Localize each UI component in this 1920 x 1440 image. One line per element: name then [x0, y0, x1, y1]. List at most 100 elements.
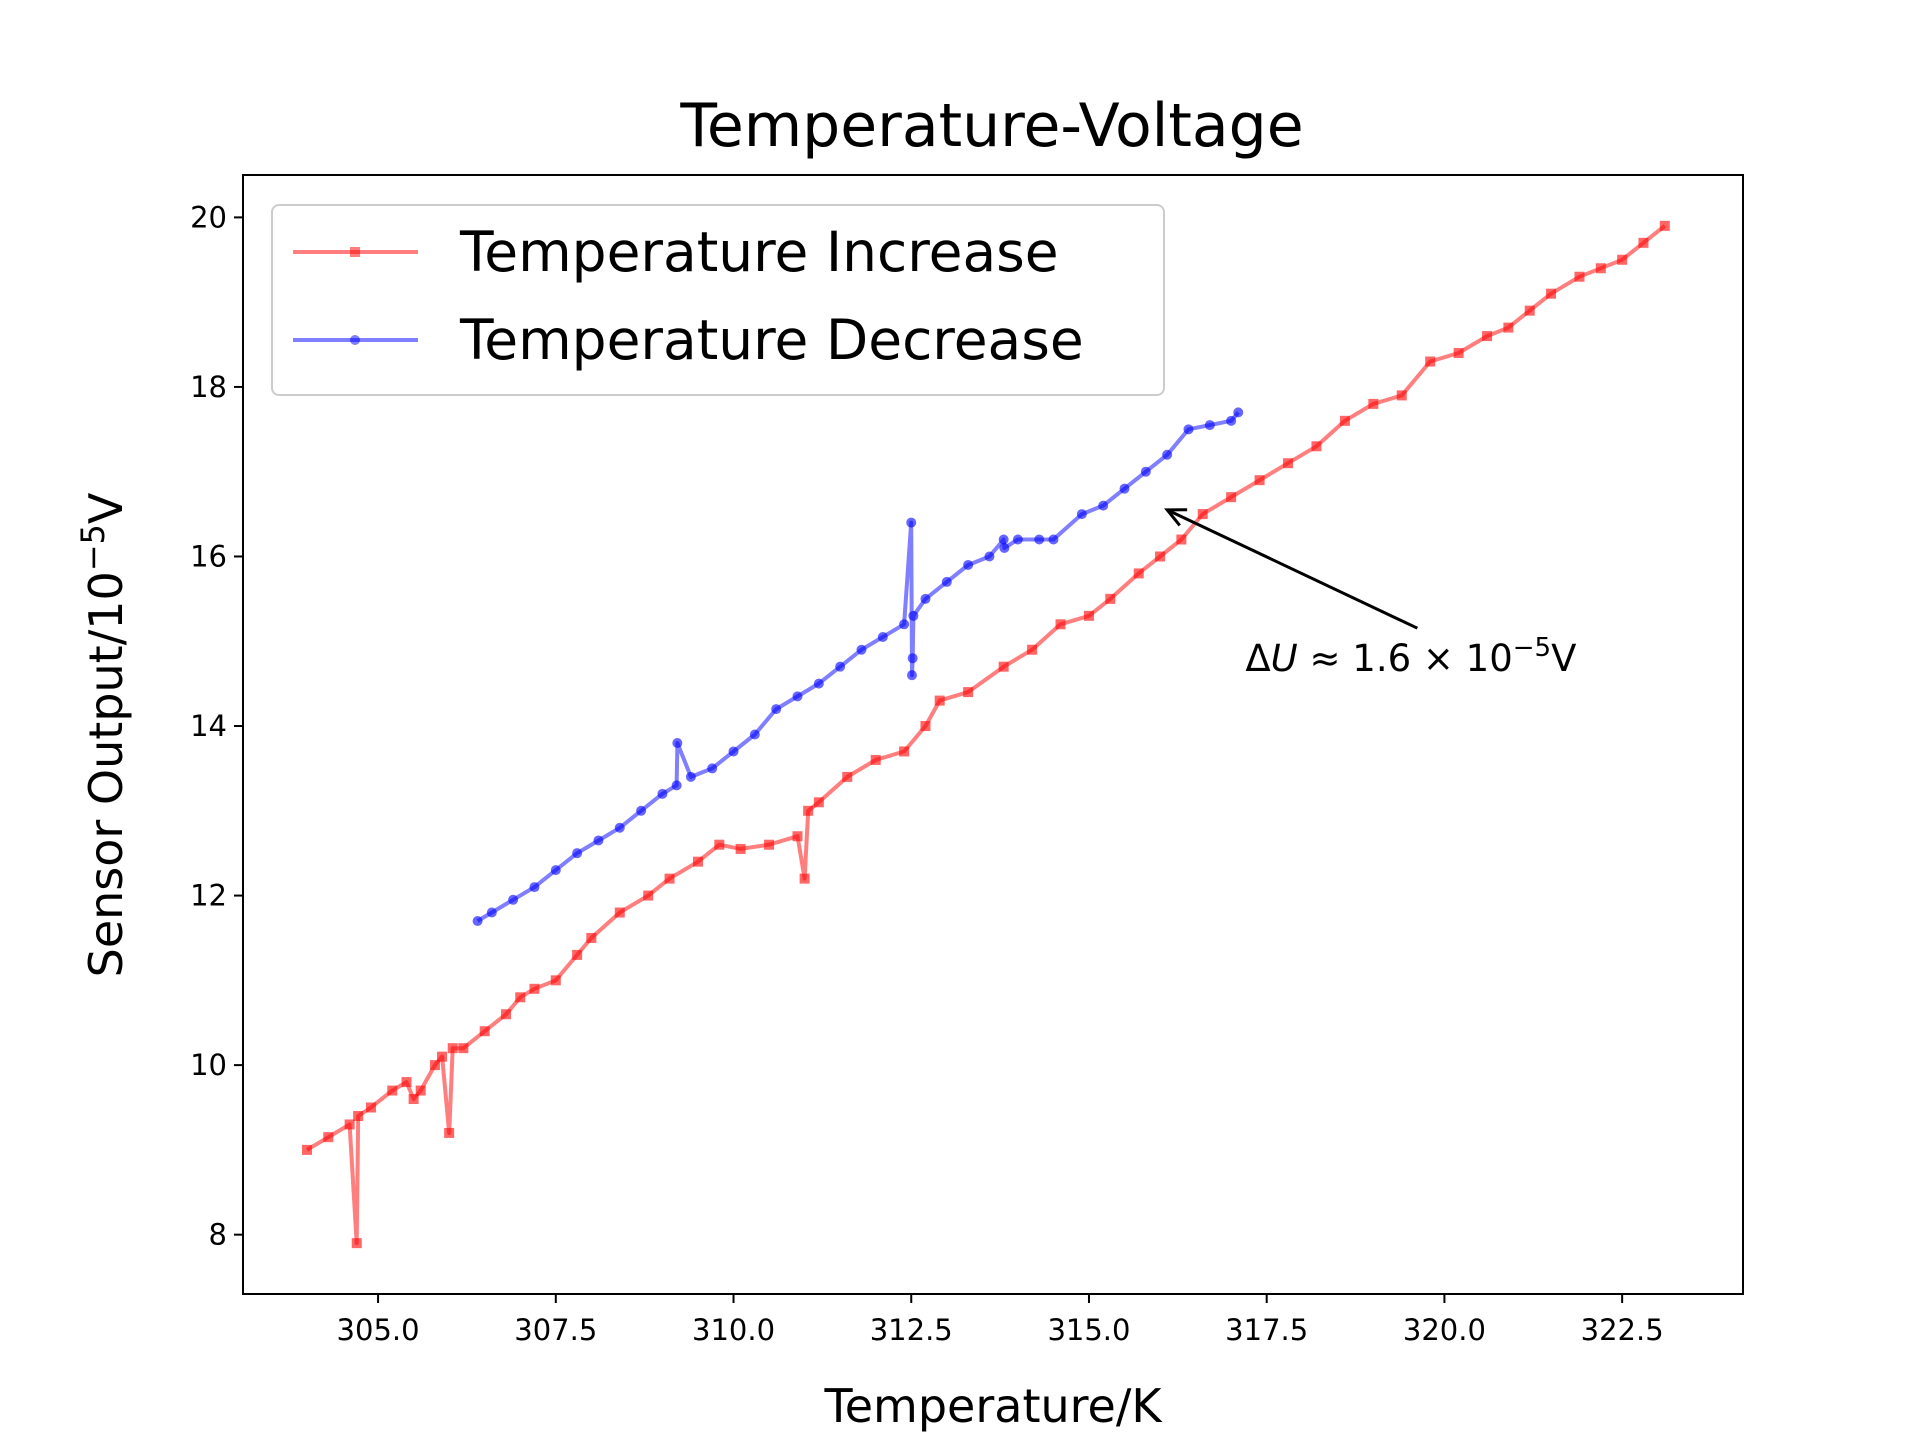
data-point	[1524, 305, 1535, 316]
data-point	[1283, 458, 1294, 469]
data-point	[714, 839, 725, 850]
legend-label-increase: Temperature Increase	[459, 220, 1059, 284]
data-point	[1197, 509, 1208, 520]
data-point	[1482, 331, 1493, 342]
data-point	[908, 610, 919, 621]
y-axis-ticks: 8 10 12 14 16 18 20	[190, 200, 243, 1252]
legend: Temperature Increase Temperature Decreas…	[271, 204, 1165, 396]
x-axis-ticks: 305.0 307.5 310.0 312.5 315.0 317.5 320.0 322.5	[337, 1294, 1664, 1347]
data-point	[301, 1144, 312, 1155]
data-point	[1176, 534, 1187, 545]
series-increase	[301, 220, 1670, 1249]
y-axis-label: Sensor Output/10−5V	[74, 492, 133, 977]
data-point	[1226, 492, 1237, 503]
legend-marker-decrease	[350, 335, 360, 345]
data-point	[803, 805, 814, 816]
x-tick-label: 310.0	[692, 1313, 775, 1347]
data-point	[749, 729, 760, 740]
y-tick-label: 18	[190, 370, 227, 404]
plot-frame	[242, 174, 1744, 1295]
data-point	[1638, 237, 1649, 248]
data-point	[408, 1094, 419, 1105]
data-point	[323, 1132, 334, 1143]
legend-marker-increase	[350, 247, 360, 257]
data-point	[664, 873, 675, 884]
data-point	[856, 644, 867, 655]
data-point	[999, 543, 1010, 553]
data-point	[508, 894, 519, 905]
data-point	[934, 695, 945, 706]
data-point	[792, 691, 803, 702]
data-point	[353, 1110, 364, 1121]
data-point	[1076, 509, 1087, 520]
data-point	[685, 771, 696, 782]
data-point	[799, 873, 810, 884]
data-point	[877, 632, 888, 643]
data-point	[870, 754, 881, 765]
data-point	[906, 670, 917, 681]
data-point	[1503, 322, 1514, 333]
x-tick-label: 312.5	[870, 1313, 953, 1347]
data-point	[835, 661, 846, 672]
x-tick-label: 315.0	[1047, 1313, 1130, 1347]
y-tick-label: 10	[190, 1048, 227, 1082]
data-point	[415, 1085, 426, 1096]
x-tick-label: 307.5	[514, 1313, 597, 1347]
data-point	[1368, 398, 1379, 409]
data-point	[963, 687, 974, 698]
data-point	[501, 1009, 512, 1020]
data-point	[1574, 271, 1585, 282]
data-point	[692, 856, 703, 867]
data-point	[444, 1127, 455, 1138]
data-point	[1034, 534, 1045, 545]
data-point	[1546, 288, 1557, 299]
data-point	[515, 992, 526, 1003]
data-point	[1133, 568, 1144, 579]
y-tick-label: 14	[190, 709, 227, 743]
data-point	[842, 771, 853, 782]
data-point	[1204, 420, 1215, 431]
data-point	[728, 746, 739, 757]
data-point	[1162, 449, 1173, 460]
data-point	[586, 932, 597, 943]
data-point	[1311, 441, 1322, 452]
data-point	[614, 907, 625, 918]
data-point	[1233, 407, 1244, 418]
data-point	[764, 839, 775, 850]
data-point	[643, 890, 654, 901]
data-point	[550, 865, 561, 876]
y-tick-label: 16	[190, 539, 227, 573]
data-point	[351, 1238, 362, 1249]
data-point	[1396, 390, 1407, 401]
data-point	[479, 1026, 490, 1037]
x-tick-label: 317.5	[1225, 1313, 1308, 1347]
x-tick-label: 305.0	[337, 1313, 420, 1347]
series-decrease	[472, 407, 1244, 926]
data-point	[1048, 534, 1059, 545]
data-point	[672, 737, 683, 748]
data-point	[1012, 534, 1023, 545]
data-point	[572, 949, 583, 960]
data-point	[1453, 348, 1464, 359]
data-point	[792, 831, 803, 842]
data-point	[447, 1043, 458, 1054]
data-point	[1617, 254, 1628, 265]
data-point	[1098, 500, 1109, 511]
annotation-arrowhead	[1164, 508, 1188, 527]
data-point	[771, 704, 782, 715]
data-point	[735, 843, 746, 854]
legend-box	[271, 204, 1165, 396]
x-axis-label: Temperature/K	[823, 1379, 1163, 1433]
data-point	[486, 907, 497, 918]
data-point	[614, 822, 625, 833]
data-point	[1254, 475, 1265, 486]
data-point	[1226, 415, 1237, 426]
data-point	[529, 882, 540, 893]
data-point	[1659, 220, 1670, 231]
data-point	[437, 1051, 448, 1062]
data-point	[1119, 483, 1130, 494]
y-tick-label: 8	[209, 1218, 227, 1252]
data-point	[1595, 263, 1606, 274]
data-point	[998, 661, 1009, 672]
